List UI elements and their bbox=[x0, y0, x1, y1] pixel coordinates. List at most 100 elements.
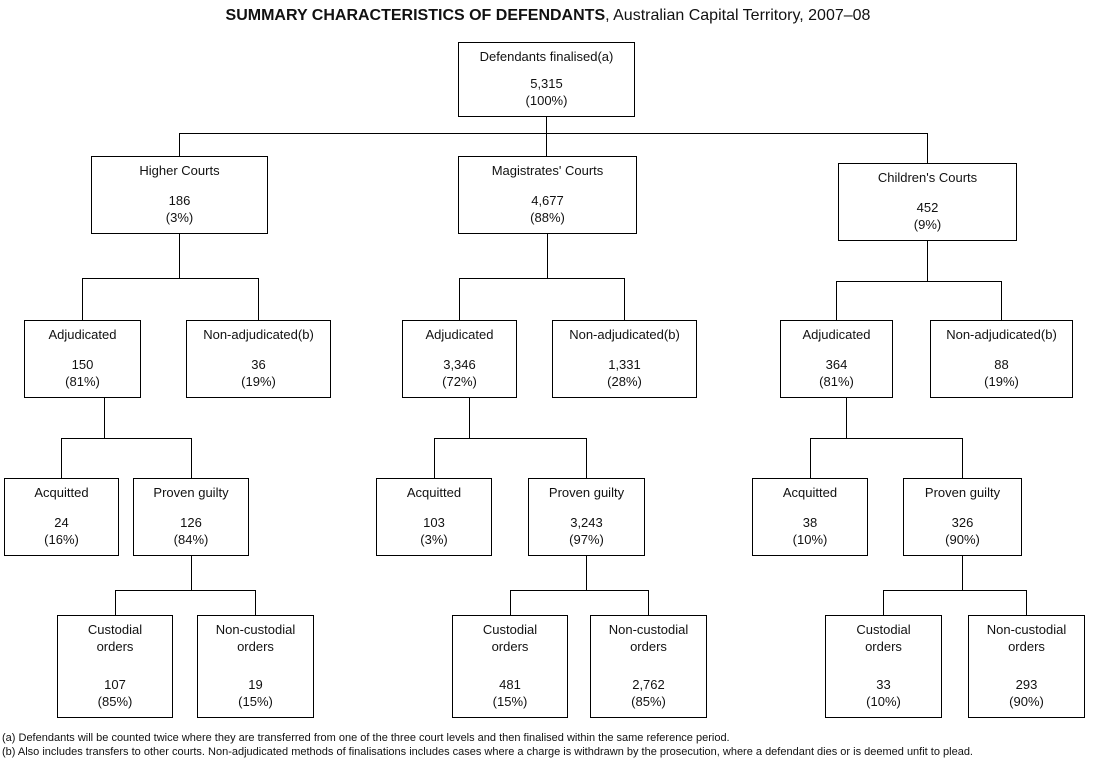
node-percent: (85%) bbox=[631, 694, 666, 709]
node-higher-non-adjudicated: Non-adjudicated(b) 36 (19%) bbox=[186, 320, 331, 398]
node-value: 38 bbox=[802, 515, 818, 530]
connector-childrens-adjudicated-to-outcome bbox=[810, 398, 963, 478]
node-percent: (72%) bbox=[442, 374, 477, 389]
node-value: 364 bbox=[825, 357, 848, 372]
node-value: 33 bbox=[876, 677, 891, 692]
connector-higher-to-adjudication bbox=[82, 234, 259, 320]
connector-magistrates-to-adjudication bbox=[459, 234, 625, 320]
node-childrens-proven-guilty: Proven guilty 326 (90%) bbox=[903, 478, 1022, 556]
node-value: 2,762 bbox=[632, 677, 665, 692]
node-higher-adjudicated: Adjudicated 150 (81%) bbox=[24, 320, 141, 398]
node-value: 326 bbox=[951, 515, 974, 530]
node-value: 4,677 bbox=[531, 193, 564, 208]
node-magistrates-acquitted: Acquitted 103 (3%) bbox=[376, 478, 492, 556]
node-label: Non-custodial orders bbox=[215, 622, 296, 654]
node-percent: (85%) bbox=[97, 694, 133, 709]
node-value: 150 bbox=[71, 357, 94, 372]
node-value: 36 bbox=[251, 357, 266, 372]
node-value: 293 bbox=[1015, 677, 1038, 692]
node-higher-proven-guilty: Proven guilty 126 (84%) bbox=[133, 478, 249, 556]
node-childrens-acquitted: Acquitted 38 (10%) bbox=[752, 478, 868, 556]
node-higher-acquitted: Acquitted 24 (16%) bbox=[4, 478, 119, 556]
node-value: 5,315 bbox=[530, 76, 563, 91]
node-value: 88 bbox=[994, 357, 1009, 372]
node-label: Proven guilty bbox=[924, 485, 1001, 500]
node-value: 1,331 bbox=[608, 357, 641, 372]
node-value: 103 bbox=[423, 515, 445, 530]
node-label: Proven guilty bbox=[548, 485, 625, 500]
node-label: Custodial orders bbox=[87, 622, 143, 654]
node-magistrates-non-custodial-orders: Non-custodial orders 2,762 (85%) bbox=[590, 615, 707, 718]
connector-higher-guilty-to-orders bbox=[115, 556, 256, 615]
node-childrens-non-adjudicated: Non-adjudicated(b) 88 (19%) bbox=[930, 320, 1073, 398]
page-title-subtitle: , Australian Capital Territory, 2007–08 bbox=[605, 7, 871, 24]
connector-magistrates-guilty-to-orders bbox=[510, 556, 649, 615]
node-magistrates-proven-guilty: Proven guilty 3,243 (97%) bbox=[528, 478, 645, 556]
node-label: Non-adjudicated(b) bbox=[203, 327, 314, 342]
footnote-b: (b) Also includes transfers to other cou… bbox=[2, 746, 973, 758]
node-higher-custodial-orders: Custodial orders 107 (85%) bbox=[57, 615, 173, 718]
node-higher-courts: Higher Courts 186 (3%) bbox=[91, 156, 268, 234]
node-childrens-courts: Children's Courts 452 (9%) bbox=[838, 163, 1017, 241]
node-percent: (81%) bbox=[65, 374, 100, 389]
node-label: Acquitted bbox=[34, 485, 89, 500]
node-percent: (16%) bbox=[44, 532, 79, 547]
node-label: Custodial orders bbox=[856, 622, 911, 654]
node-percent: (10%) bbox=[866, 694, 901, 709]
node-value: 186 bbox=[168, 193, 191, 208]
node-percent: (3%) bbox=[165, 210, 194, 225]
node-percent: (15%) bbox=[238, 694, 273, 709]
connector-higher-adjudicated-to-outcome bbox=[61, 398, 192, 478]
node-label: Custodial orders bbox=[482, 622, 538, 654]
node-magistrates-non-adjudicated: Non-adjudicated(b) 1,331 (28%) bbox=[552, 320, 697, 398]
node-percent: (10%) bbox=[792, 532, 828, 547]
node-defendants-finalised: Defendants finalised(a) 5,315 (100%) bbox=[458, 42, 635, 117]
node-label: Non-custodial orders bbox=[608, 622, 689, 654]
node-percent: (97%) bbox=[569, 532, 604, 547]
node-percent: (28%) bbox=[607, 374, 642, 389]
node-percent: (15%) bbox=[492, 694, 528, 709]
node-childrens-custodial-orders: Custodial orders 33 (10%) bbox=[825, 615, 942, 718]
node-percent: (81%) bbox=[819, 374, 854, 389]
node-label: Defendants finalised(a) bbox=[479, 49, 614, 64]
node-childrens-adjudicated: Adjudicated 364 (81%) bbox=[780, 320, 893, 398]
node-childrens-non-custodial-orders: Non-custodial orders 293 (90%) bbox=[968, 615, 1085, 718]
node-value: 452 bbox=[916, 200, 939, 215]
node-percent: (90%) bbox=[945, 532, 980, 547]
node-percent: (19%) bbox=[984, 374, 1019, 389]
page-title: SUMMARY CHARACTERISTICS OF DEFENDANTS, A… bbox=[0, 7, 1096, 25]
node-percent: (90%) bbox=[1009, 694, 1044, 709]
connector-root-to-courts bbox=[179, 117, 928, 163]
node-label: Non-adjudicated(b) bbox=[569, 327, 680, 342]
node-value: 3,243 bbox=[570, 515, 603, 530]
node-value: 481 bbox=[499, 677, 521, 692]
node-label: Acquitted bbox=[782, 485, 838, 500]
footnotes: (a) Defendants will be counted twice whe… bbox=[2, 731, 1094, 759]
node-label: Magistrates' Courts bbox=[491, 163, 604, 178]
node-label: Adjudicated bbox=[425, 327, 494, 342]
node-percent: (84%) bbox=[173, 532, 209, 547]
node-percent: (100%) bbox=[525, 93, 568, 108]
node-magistrates-custodial-orders: Custodial orders 481 (15%) bbox=[452, 615, 568, 718]
node-magistrates-adjudicated: Adjudicated 3,346 (72%) bbox=[402, 320, 517, 398]
footnote-a: (a) Defendants will be counted twice whe… bbox=[2, 732, 730, 744]
node-percent: (3%) bbox=[420, 532, 448, 547]
node-higher-non-custodial-orders: Non-custodial orders 19 (15%) bbox=[197, 615, 314, 718]
node-percent: (19%) bbox=[241, 374, 276, 389]
node-percent: (9%) bbox=[913, 217, 942, 232]
connector-childrens-guilty-to-orders bbox=[883, 556, 1027, 615]
connector-childrens-to-adjudication bbox=[836, 241, 1002, 320]
node-value: 19 bbox=[248, 677, 263, 692]
node-percent: (88%) bbox=[530, 210, 565, 225]
node-label: Proven guilty bbox=[153, 485, 229, 500]
node-value: 107 bbox=[104, 677, 126, 692]
node-label: Adjudicated bbox=[802, 327, 871, 342]
node-value: 3,346 bbox=[443, 357, 476, 372]
node-label: Non-adjudicated(b) bbox=[946, 327, 1057, 342]
node-value: 24 bbox=[54, 515, 69, 530]
node-label: Children's Courts bbox=[877, 170, 978, 185]
node-label: Higher Courts bbox=[139, 163, 220, 178]
node-label: Adjudicated bbox=[48, 327, 117, 342]
